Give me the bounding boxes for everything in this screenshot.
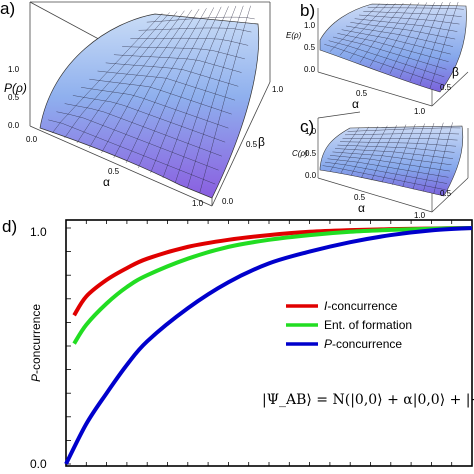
mesh-line-v bbox=[339, 141, 457, 147]
panel-c-mesh bbox=[322, 122, 461, 194]
mesh-line-v bbox=[342, 137, 458, 141]
panel-d-ticks bbox=[65, 220, 473, 466]
mesh-line-v bbox=[138, 27, 252, 33]
mesh-line-v bbox=[354, 18, 458, 32]
mesh-line-v bbox=[105, 62, 239, 87]
series-group bbox=[64, 226, 473, 465]
panel-c-ztick-2: 0.0 bbox=[305, 171, 317, 180]
panel-a-ztick-2: 1.0 bbox=[8, 65, 20, 74]
mesh-line-v bbox=[337, 33, 449, 62]
panel-b-ztick-1: 0.5 bbox=[304, 43, 316, 52]
mesh-line-v bbox=[327, 158, 449, 178]
mesh-line-v bbox=[344, 133, 460, 136]
panel-a-xtick-1: 0.5 bbox=[108, 167, 120, 176]
panel-b: b) E(ρ) 1.0 0.5 0.0 0.5 1.0 α 0.5 β bbox=[286, 1, 469, 116]
mesh-line-v bbox=[363, 11, 462, 17]
panel-a-ztick-0: 0.0 bbox=[8, 121, 20, 130]
panel-b-xtick-0: 0.5 bbox=[356, 89, 368, 98]
legend-label-1: Ent. of formation bbox=[324, 318, 412, 332]
panel-b-ztick-0: 1.0 bbox=[304, 21, 316, 30]
plot-frame bbox=[65, 219, 473, 467]
mesh-line-v bbox=[113, 54, 242, 73]
panel-b-mesh bbox=[324, 1, 464, 89]
mesh-line-v bbox=[337, 144, 455, 153]
mesh-line-v bbox=[332, 36, 447, 70]
panel-b-ytick-0: 0.5 bbox=[440, 83, 452, 92]
mesh-line-v bbox=[322, 165, 446, 191]
mesh-line-v bbox=[324, 161, 448, 184]
y-tick-label-max: 1.0 bbox=[30, 225, 47, 239]
mesh-line-v bbox=[350, 22, 456, 40]
mesh-line-v bbox=[97, 70, 236, 101]
panel-c-xlabel: α bbox=[358, 201, 365, 215]
panel-c: c) C(ρ) 1.0 0.5 0.0 0.5 1.0 α 0.5 bbox=[292, 111, 469, 220]
mesh-line-v bbox=[146, 16, 255, 23]
legend: I-concurrence Ent. of formation P-concur… bbox=[286, 299, 412, 351]
mesh-line-v bbox=[329, 155, 451, 172]
panel-b-xtick-1: 1.0 bbox=[414, 107, 426, 116]
panel-d-label: d) bbox=[2, 217, 17, 236]
panel-b-xlabel: α bbox=[352, 97, 359, 111]
panel-a-ytick-0: 0.0 bbox=[222, 197, 234, 206]
series-line-2 bbox=[64, 226, 473, 465]
legend-label-2: P-concurrence bbox=[324, 337, 402, 351]
mesh-line-v bbox=[324, 44, 443, 85]
mesh-line-v bbox=[358, 14, 460, 25]
mesh-line-v bbox=[89, 78, 232, 115]
panel-a: a) P(ρ) 1.0 0.5 0.0 0.0 0.5 1.0 α 0.0 0.… bbox=[0, 0, 284, 208]
panel-a-ylabel: β bbox=[258, 135, 265, 149]
panel-a-xtick-0: 0.0 bbox=[26, 135, 38, 144]
mesh-line-v bbox=[122, 46, 245, 60]
mesh-line-v bbox=[56, 111, 219, 171]
panel-a-mesh bbox=[48, 5, 255, 194]
mesh-line-v bbox=[72, 95, 226, 143]
panel-a-label: a) bbox=[0, 0, 15, 18]
y-axis-label: P-concurrence bbox=[29, 304, 43, 382]
panel-c-ztick-0: 1.0 bbox=[305, 127, 317, 136]
panel-a-xtick-2: 1.0 bbox=[192, 199, 204, 208]
panel-a-xlabel: α bbox=[103, 175, 110, 189]
panel-a-ztick-1: 0.5 bbox=[8, 93, 20, 102]
panel-a-ytick-1: 0.5 bbox=[246, 140, 258, 149]
panel-c-ztick-1: 0.5 bbox=[305, 149, 317, 158]
y-tick-label-min: 0.0 bbox=[30, 457, 47, 471]
panel-c-xtick-1: 1.0 bbox=[414, 211, 426, 220]
panel-c-ytick-0: 0.5 bbox=[440, 189, 452, 198]
mesh-line-v bbox=[328, 40, 445, 78]
panel-a-surface bbox=[39, 13, 260, 199]
mesh-line-v bbox=[48, 119, 216, 185]
series-line-1 bbox=[72, 226, 473, 345]
mesh-line-v bbox=[332, 151, 452, 166]
panel-a-ytick-2: 1.0 bbox=[272, 85, 284, 94]
mesh-line-v bbox=[64, 103, 222, 157]
panel-c-xtick-0: 0.5 bbox=[354, 193, 366, 202]
panel-b-zlabel: E(ρ) bbox=[286, 31, 302, 40]
panel-c-zlabel: C(ρ) bbox=[292, 149, 308, 158]
mesh-line-v bbox=[334, 148, 454, 159]
mesh-line-v bbox=[345, 25, 454, 47]
mesh-line-v bbox=[130, 37, 249, 46]
mesh-line-v bbox=[367, 7, 464, 10]
mesh-line-v bbox=[81, 87, 229, 129]
panel-b-ylabel: β bbox=[452, 65, 459, 79]
panel-d: d) 1.0 0.0 P-concurrence I-concurrence E… bbox=[2, 217, 474, 471]
panel-c-label: c) bbox=[300, 117, 314, 136]
panel-b-label: b) bbox=[300, 1, 315, 20]
panel-b-ztick-2: 0.0 bbox=[304, 65, 316, 74]
mesh-line-v bbox=[347, 127, 461, 132]
panel-a-zlabel: P(ρ) bbox=[4, 81, 27, 95]
legend-label-0: I-concurrence bbox=[324, 299, 398, 313]
state-formula: |Ψ_AB⟩ = N(|0,0⟩ + α|0,0⟩ + |−1,1⟩) bbox=[262, 392, 474, 408]
mesh-line-v bbox=[341, 29, 451, 55]
